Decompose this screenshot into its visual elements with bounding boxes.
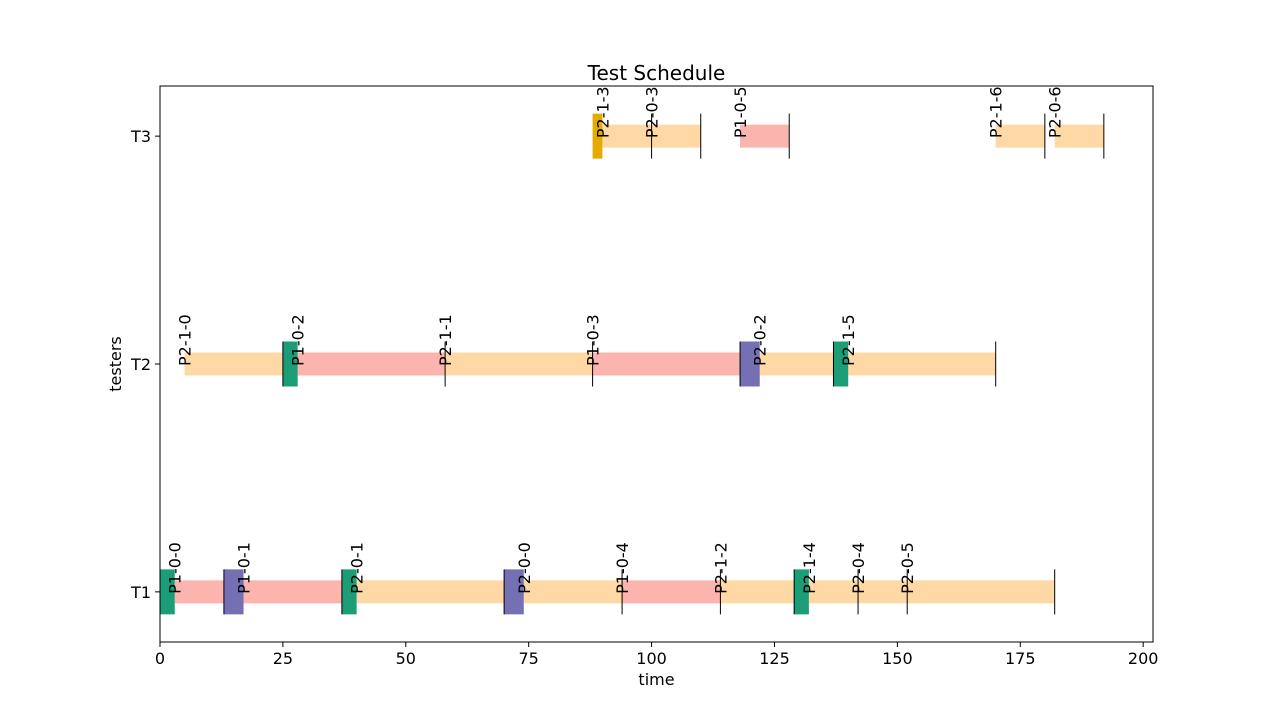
y-tick-label: T1 <box>130 583 151 602</box>
task-label: P2-1-3 <box>593 86 612 138</box>
task-label: P2-0-6 <box>1046 86 1065 138</box>
x-tick-label: 175 <box>1005 649 1036 668</box>
y-tick-label: T2 <box>130 355 151 374</box>
task-label: P1-0-4 <box>613 542 632 594</box>
x-tick-label: 75 <box>519 649 539 668</box>
task-bar <box>740 124 790 148</box>
task-bar <box>523 580 623 604</box>
setup-block <box>592 113 603 159</box>
task-bar <box>995 124 1045 148</box>
task-label: P2-1-0 <box>176 314 195 366</box>
task-label: P2-1-1 <box>436 314 455 366</box>
task-bar <box>858 580 908 604</box>
x-tick-label: 25 <box>273 649 293 668</box>
setup-block <box>504 569 524 615</box>
task-label: P2-0-3 <box>643 86 662 138</box>
task-bar <box>297 352 446 376</box>
task-label: P2-1-6 <box>987 86 1006 138</box>
x-tick-label: 125 <box>759 649 790 668</box>
task-bar <box>651 124 701 148</box>
task-bar <box>622 580 721 604</box>
task-label: P1-0-2 <box>289 314 308 366</box>
setup-block <box>833 341 849 387</box>
task-label: P1-0-0 <box>166 542 185 594</box>
chart-title: Test Schedule <box>587 61 726 85</box>
task-bar <box>808 580 859 604</box>
task-bar <box>1054 124 1104 148</box>
task-label: P2-1-4 <box>800 542 819 594</box>
task-bar <box>445 352 593 376</box>
x-tick-label: 200 <box>1128 649 1159 668</box>
x-tick-label: 100 <box>636 649 667 668</box>
x-tick-label: 150 <box>882 649 913 668</box>
task-label: P2-0-5 <box>898 542 917 594</box>
task-label: P2-0-0 <box>515 542 534 594</box>
task-bar <box>243 580 342 604</box>
task-label: P1-0-3 <box>584 314 603 366</box>
task-bar <box>602 124 652 148</box>
task-label: P2-1-2 <box>711 542 730 594</box>
setup-block <box>223 569 244 615</box>
task-bar <box>907 580 1055 604</box>
x-tick-label: 50 <box>396 649 416 668</box>
axes: T1 T2 T3 0 25 50 75 100 125 150 175 200 <box>130 127 1158 668</box>
setup-block <box>282 341 298 387</box>
task-label: P1-0-5 <box>731 86 750 138</box>
task-bar <box>848 352 996 376</box>
task-label: P1-0-1 <box>235 542 254 594</box>
task-bar <box>174 580 224 604</box>
task-bar <box>356 580 505 604</box>
setup-block <box>794 569 809 615</box>
setup-block <box>160 569 175 615</box>
task-bar <box>592 352 741 376</box>
setup-block <box>341 569 357 615</box>
y-tick-label: T3 <box>130 127 151 146</box>
task-bar <box>759 352 834 376</box>
task-bar <box>720 580 795 604</box>
plot-area: P1-0-0 P1-0-1 P2-0-1 P2-0-0 P1-0-4 P2-1-2 P2-1… <box>160 86 1105 615</box>
task-label: P2-0-2 <box>751 314 770 366</box>
x-tick-label: 0 <box>155 649 165 668</box>
task-label: P2-0-4 <box>849 542 868 594</box>
x-axis-label: time <box>638 670 674 689</box>
setup-block <box>740 341 760 387</box>
y-axis-label: testers <box>106 336 125 391</box>
task-label: P2-1-5 <box>839 314 858 366</box>
task-label: P2-0-1 <box>348 542 367 594</box>
task-bar <box>184 352 283 376</box>
